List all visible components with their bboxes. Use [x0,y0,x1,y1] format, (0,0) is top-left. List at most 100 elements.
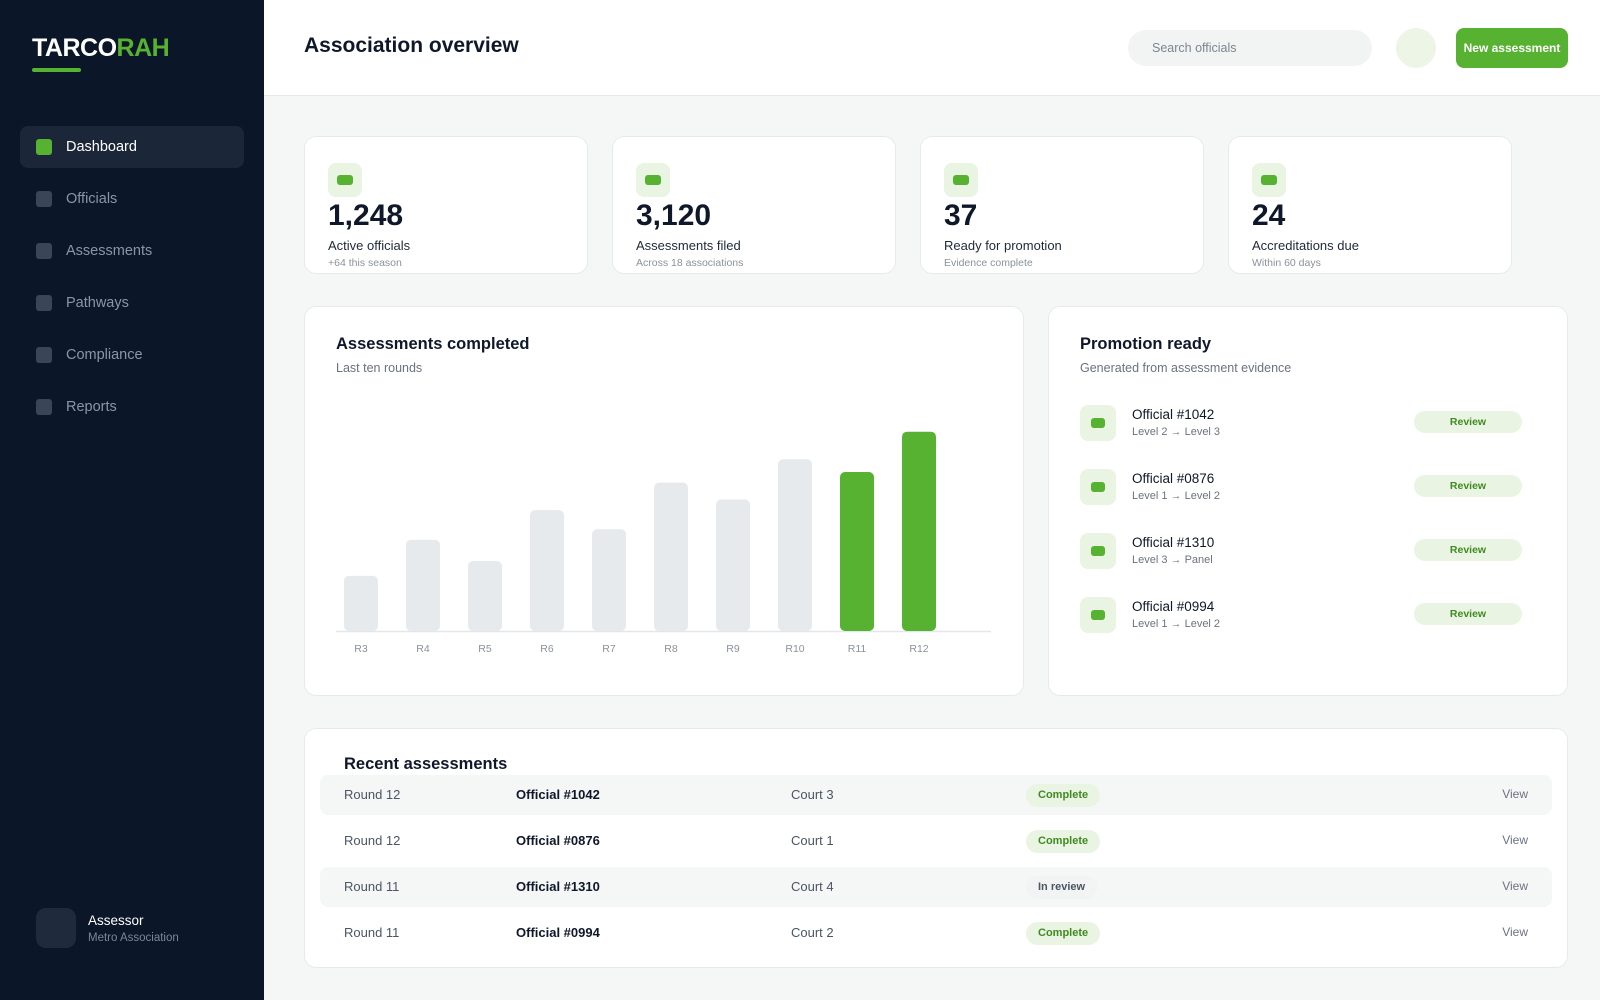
cell-court: Court 3 [791,787,834,802]
sidebar-item-pathways[interactable]: Pathways [20,282,244,324]
compliance-icon [36,347,52,363]
tick-label-r7: R7 [602,643,616,655]
chart-subtitle: Last ten rounds [336,361,423,375]
stat-value: 1,248 [328,199,404,232]
tick-label-r5: R5 [478,643,492,655]
review-button[interactable]: Review [1414,603,1522,625]
stat-card-accreditations-due: 24 Accreditations due Within 60 days [1228,136,1512,274]
user-org: Metro Association [88,931,179,944]
cell-court: Court 2 [791,925,834,940]
stat-sub: Within 60 days [1252,257,1321,269]
sidebar-item-officials[interactable]: Officials [20,178,244,220]
cell-court: Court 1 [791,833,834,848]
recent-title: Recent assessments [344,755,508,773]
sidebar-item-dashboard[interactable]: Dashboard [20,126,244,168]
promotion-item: Official #0876 Level 1 → Level 2 Review [1080,467,1530,507]
review-button[interactable]: Review [1414,411,1522,433]
sidebar-item-label: Reports [66,399,117,415]
assessments-icon [36,243,52,259]
stat-value: 24 [1252,199,1286,232]
cell-round: Round 12 [344,787,401,802]
cell-round: Round 11 [344,925,400,940]
view-link[interactable]: View [1502,787,1528,801]
bar-r3[interactable] [344,575,378,631]
bar-r6[interactable] [530,510,564,631]
header-avatar[interactable] [1396,28,1436,68]
assessments-stat-icon [636,163,670,197]
logo-underline [32,68,81,72]
status-badge: In review [1026,876,1098,899]
sidebar-item-assessments[interactable]: Assessments [20,230,244,272]
sidebar-item-reports[interactable]: Reports [20,386,244,428]
reports-icon [36,399,52,415]
sidebar-nav: Dashboard Officials Assessments Pathways… [20,126,244,438]
assessments-chart-panel: R3 R4 R5 R6 R7 R8 R9 R10 R11 R12 Assessments comp… [304,306,1024,696]
stat-card-active-officials: 1,248 Active officials +64 this season [304,136,588,274]
promotion-level-path: Level 2 → Level 3 [1132,426,1221,438]
bar-r12[interactable] [902,431,936,631]
bar-r5[interactable] [468,561,502,631]
cell-round: Round 11 [344,879,400,894]
stat-sub: Evidence complete [944,257,1033,269]
user-name: Assessor [88,912,144,928]
cell-official: Official #1042 [516,787,600,802]
view-link[interactable]: View [1502,925,1528,939]
stat-value: 37 [944,199,978,232]
new-assessment-button[interactable]: New assessment [1456,28,1568,68]
promotion-official-name: Official #0876 [1132,471,1215,486]
status-badge: Complete [1026,830,1101,853]
promotion-ready-panel: Promotion ready Generated from assessmen… [1048,306,1568,696]
logo-text-accent: RAH [116,34,170,62]
cell-court: Court 4 [791,879,834,894]
promotion-official-icon [1080,533,1116,569]
page-title: Association overview [304,34,519,57]
tick-label-r6: R6 [540,643,554,655]
user-profile[interactable]: Assessor Metro Association [36,908,179,948]
bar-r4[interactable] [406,539,440,631]
dashboard-icon [36,139,52,155]
stat-label: Accreditations due [1252,238,1359,253]
table-row[interactable]: Round 11 Official #1310 Court 4 In revie… [320,867,1552,907]
officials-stat-icon [328,163,362,197]
recent-assessments-panel: Recent assessments Round 12 Official #10… [304,728,1568,968]
tick-label-r11: R11 [848,643,867,655]
stat-label: Ready for promotion [944,238,1062,253]
table-row[interactable]: Round 12 Official #0876 Court 1 Complete… [320,821,1552,861]
promotion-official-icon [1080,469,1116,505]
promotion-official-icon [1080,597,1116,633]
sidebar-item-label: Assessments [66,243,153,259]
stat-card-assessments-filed: 3,120 Assessments filed Across 18 associ… [612,136,896,274]
stat-label: Active officials [328,238,411,253]
sidebar-item-compliance[interactable]: Compliance [20,334,244,376]
cell-official: Official #1310 [516,879,600,894]
promotion-item: Official #1310 Level 3 → Panel Review [1080,531,1530,571]
view-link[interactable]: View [1502,879,1528,893]
tick-label-r4: R4 [416,643,430,655]
chart-title: Assessments completed [336,335,530,353]
avatar [36,908,76,948]
search-input[interactable] [1128,30,1372,66]
review-button[interactable]: Review [1414,539,1522,561]
promotion-title: Promotion ready [1080,335,1212,353]
assessments-bar-chart: R3 R4 R5 R6 R7 R8 R9 R10 R11 R12 [336,431,991,655]
sidebar-item-label: Pathways [66,295,129,311]
table-row[interactable]: Round 12 Official #1042 Court 3 Complete… [320,775,1552,815]
bar-r8[interactable] [654,482,688,631]
stat-value: 3,120 [636,199,712,232]
review-button[interactable]: Review [1414,475,1522,497]
brand-logo[interactable]: TARCORAH [32,34,170,63]
bar-r10[interactable] [778,459,812,631]
tick-label-r9: R9 [726,643,740,655]
tick-label-r3: R3 [354,643,368,655]
sidebar: TARCORAH Dashboard Officials Assessments… [0,0,264,1000]
promotion-official-name: Official #0994 [1132,599,1215,614]
stat-sub: +64 this season [328,257,402,269]
view-link[interactable]: View [1502,833,1528,847]
bar-r9[interactable] [716,499,750,631]
accreditation-stat-icon [1252,163,1286,197]
pathways-icon [36,295,52,311]
bar-r11[interactable] [840,472,874,631]
bar-r7[interactable] [592,529,626,631]
table-row[interactable]: Round 11 Official #0994 Court 2 Complete… [320,913,1552,953]
top-header: Association overview New assessment [264,0,1600,96]
